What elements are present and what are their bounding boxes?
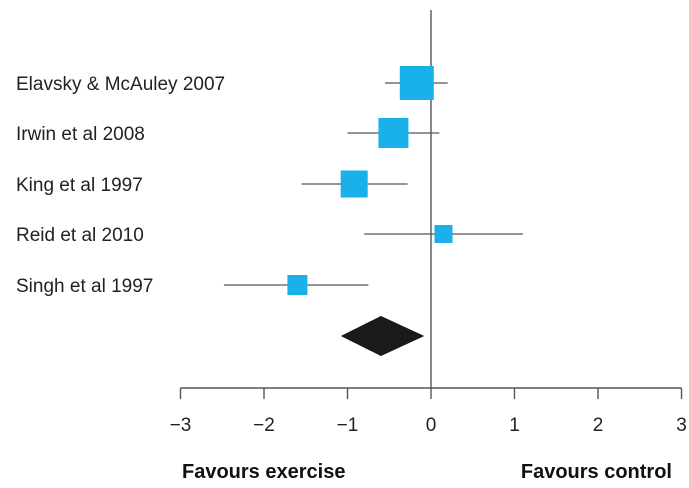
favours-exercise-caption: Favours exercise	[182, 461, 345, 483]
effect-size-marker	[399, 66, 434, 100]
study-label: Irwin et al 2008	[16, 124, 145, 145]
x-tick-label: 2	[593, 415, 604, 436]
study-label: Elavsky & McAuley 2007	[16, 74, 225, 95]
study-row: King et al 1997	[16, 170, 408, 198]
x-tick-label: −3	[170, 415, 192, 436]
favours-control-caption: Favours control	[521, 461, 672, 483]
x-tick-label: 3	[676, 415, 687, 436]
study-rows: Elavsky & McAuley 2007 Irwin et al 2008 Ki…	[16, 66, 523, 297]
x-tick-label: −1	[337, 415, 359, 436]
study-label: Singh et al 1997	[16, 276, 153, 297]
pooled-estimate-diamond	[340, 316, 425, 356]
study-row: Elavsky & McAuley 2007	[16, 66, 448, 100]
effect-size-marker	[340, 170, 368, 198]
x-tick-label: 0	[426, 415, 437, 436]
study-row: Irwin et al 2008	[16, 118, 440, 148]
x-axis-ticks: −3 −2 −1 0 1 2 3	[170, 388, 687, 436]
effect-size-marker	[378, 118, 409, 148]
x-tick-label: 1	[509, 415, 520, 436]
effect-size-marker	[287, 275, 308, 295]
x-tick-label: −2	[253, 415, 275, 436]
study-label: Reid et al 2010	[16, 225, 144, 246]
effect-size-marker	[434, 225, 453, 243]
study-label: King et al 1997	[16, 175, 143, 196]
study-row: Reid et al 2010	[16, 225, 523, 246]
study-row: Singh et al 1997	[16, 275, 369, 297]
